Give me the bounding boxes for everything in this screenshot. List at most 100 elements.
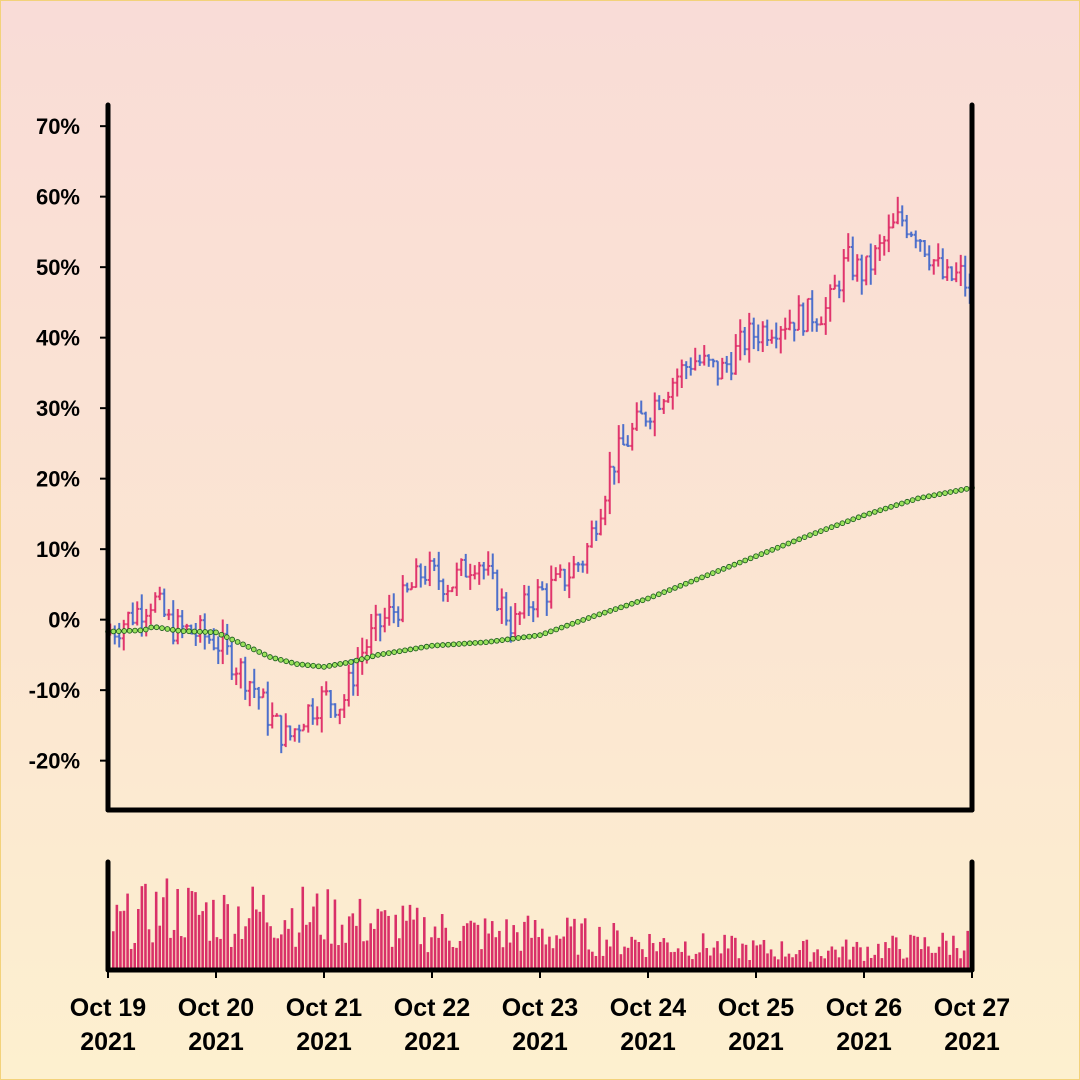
- ohlc-bar: [445, 584, 450, 602]
- volume-bar: [462, 925, 465, 970]
- ohlc-bar: [787, 309, 792, 331]
- volume-bar: [423, 917, 426, 970]
- ohlc-bar: [639, 400, 644, 415]
- x-tick-label-year: 2021: [296, 1028, 352, 1056]
- ma-point: [758, 551, 765, 557]
- ohlc-bar: [742, 327, 747, 356]
- volume-bar: [555, 935, 558, 970]
- volume-bar: [687, 955, 691, 970]
- ma-point: [294, 661, 300, 667]
- ma-point: [132, 627, 138, 634]
- ma-point: [726, 563, 732, 570]
- volume-bar: [362, 941, 365, 970]
- volume-bar: [330, 943, 333, 970]
- volume-bar: [705, 948, 709, 970]
- y-tick-label: 10%: [36, 537, 80, 562]
- volume-bar: [737, 958, 741, 970]
- volume-bar: [816, 949, 819, 970]
- ohlc-bar: [454, 562, 459, 597]
- ma-point: [186, 628, 192, 635]
- volume-bar: [780, 941, 784, 970]
- ohlc-bar: [616, 425, 621, 484]
- volume-bar: [190, 891, 194, 970]
- volume-bar: [673, 951, 676, 970]
- volume-bar: [455, 947, 458, 970]
- ohlc-bar: [423, 565, 428, 585]
- volume-bar: [569, 926, 573, 970]
- volume-bar: [380, 911, 383, 970]
- ma-point: [688, 578, 695, 585]
- volume-bar: [762, 939, 766, 970]
- volume-bar: [144, 883, 147, 970]
- volume-bar: [197, 914, 201, 970]
- volume-bar: [855, 941, 859, 970]
- ma-point: [790, 538, 797, 545]
- ma-point: [450, 641, 457, 648]
- volume-bar: [294, 946, 297, 970]
- ma-point: [580, 617, 587, 623]
- ohlc-bar: [612, 465, 617, 485]
- ohlc-bar: [958, 254, 963, 287]
- volume-bar: [372, 928, 376, 970]
- volume-bar: [666, 942, 669, 970]
- ma-point: [569, 620, 576, 627]
- ohlc-bar: [769, 329, 774, 344]
- volume-bar: [834, 949, 837, 970]
- ma-point: [250, 646, 257, 653]
- volume-bar: [819, 956, 823, 970]
- ma-point: [110, 628, 117, 635]
- volume-bar: [301, 886, 305, 970]
- volume-bar: [726, 948, 730, 970]
- ma-point: [931, 492, 938, 499]
- ohlc-bar: [216, 636, 221, 665]
- ma-point: [175, 627, 182, 634]
- ma-point: [672, 585, 678, 591]
- ma-point: [391, 649, 398, 656]
- volume-bar: [201, 911, 204, 970]
- volume-bar: [433, 926, 437, 970]
- y-tick: 70%: [36, 114, 108, 139]
- volume-bar: [483, 918, 487, 970]
- volume-bar: [494, 937, 498, 970]
- volume-bar: [358, 898, 362, 970]
- ohlc-bar: [279, 714, 284, 754]
- ohlc-bar: [238, 658, 243, 689]
- volume-bar: [355, 925, 358, 970]
- ma-point: [655, 591, 662, 598]
- ohlc-bar: [720, 357, 725, 380]
- ma-point: [753, 553, 759, 560]
- ma-point: [915, 495, 921, 502]
- ohlc-bar: [400, 575, 405, 623]
- ma-point: [369, 653, 376, 660]
- ohlc-bar: [495, 569, 500, 612]
- ma-point: [704, 572, 711, 579]
- ma-point: [234, 639, 241, 645]
- volume-bar: [258, 911, 262, 970]
- ohlc-bar: [760, 321, 765, 353]
- ohlc-bar: [796, 295, 801, 331]
- ma-point: [558, 624, 565, 631]
- ma-point: [342, 660, 349, 666]
- ma-point: [769, 547, 776, 553]
- ohlc-bar: [675, 368, 680, 397]
- ohlc-bar: [855, 254, 860, 282]
- ma-point: [142, 626, 149, 633]
- ma-point: [245, 644, 252, 650]
- volume-bar: [383, 910, 387, 970]
- ohlc-bar: [576, 561, 581, 572]
- ma-point: [709, 570, 716, 576]
- volume-bar: [934, 952, 937, 970]
- x-tick-label-year: 2021: [620, 1028, 676, 1056]
- ohlc-bar: [913, 230, 918, 249]
- volume-bar: [208, 940, 212, 970]
- y-tick: -20%: [29, 749, 108, 774]
- volume-bar: [194, 892, 197, 970]
- ohlc-bar: [841, 249, 846, 303]
- volume-bar: [587, 949, 591, 970]
- ohlc-bar: [936, 243, 941, 267]
- y-tick: 50%: [36, 255, 108, 280]
- ma-point: [299, 661, 306, 668]
- volume-bar: [952, 935, 955, 970]
- volume-bar: [401, 905, 405, 970]
- ohlc-bar: [463, 553, 468, 578]
